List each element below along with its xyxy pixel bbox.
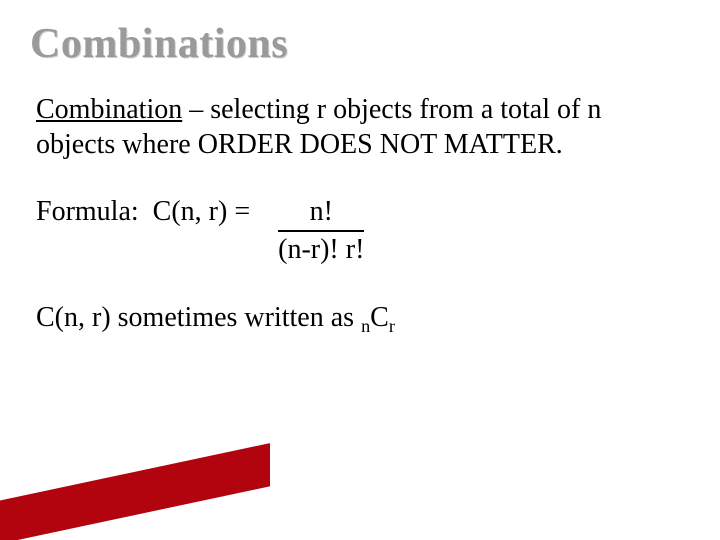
slide-title: Combinations — [30, 20, 690, 68]
note-sub-right: r — [389, 316, 395, 336]
notation-note: C(n, r) sometimes written as nCr — [30, 302, 690, 334]
formula-numerator: n! — [298, 196, 345, 230]
note-sub-left: n — [361, 316, 370, 336]
formula-fraction: n! (n-r)! r! — [278, 196, 364, 266]
formula-label: Formula: — [36, 196, 153, 228]
formula-lhs: C(n, r) = — [153, 196, 250, 228]
formula-row: Formula: C(n, r) = n! (n-r)! r! — [30, 196, 690, 266]
definition-text-2: . — [556, 129, 563, 160]
definition-term: Combination — [36, 94, 182, 125]
definition-paragraph: Combination – selecting r objects from a… — [30, 92, 690, 162]
slide: Combinations Combination – selecting r o… — [0, 0, 720, 540]
note-prefix: C(n, r) sometimes written as — [36, 302, 361, 333]
note-main: C — [370, 302, 389, 333]
formula-denominator: (n-r)! r! — [278, 232, 364, 266]
definition-emphasis: ORDER DOES NOT MATTER — [198, 129, 556, 160]
